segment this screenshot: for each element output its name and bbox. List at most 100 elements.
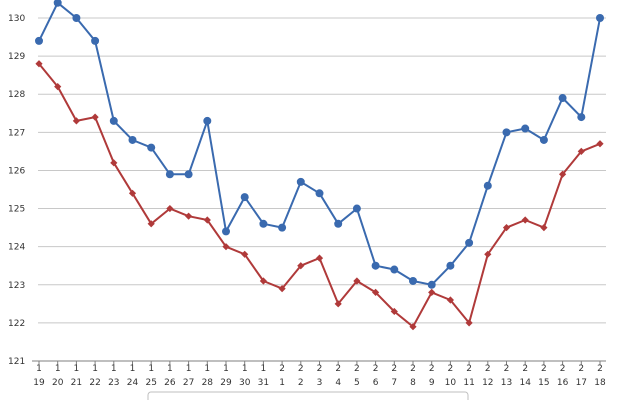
x-day-label: 19 (33, 378, 45, 388)
x-month-label: 1 (261, 364, 267, 374)
x-month-label: 1 (74, 364, 80, 374)
x-month-label: 1 (223, 364, 229, 374)
series-2-point (110, 159, 118, 167)
x-month-label: 2 (317, 364, 323, 374)
x-axis-labels: 1191201211221231241251261271281291301312… (33, 364, 606, 388)
series-2-point (353, 277, 361, 285)
series-1-point (222, 227, 230, 236)
y-tick-label: 121 (8, 357, 25, 367)
series-1-point (109, 116, 118, 125)
series-2-point (315, 254, 324, 262)
series-2-point (259, 277, 267, 285)
series-1-point (483, 181, 492, 190)
series-1-point (390, 265, 399, 274)
series-2-point (91, 113, 99, 121)
y-axis-labels: 121 122 123 124 125 126 127 128 129 130 (8, 14, 25, 367)
x-month-label: 2 (429, 364, 435, 374)
y-tick-label: 123 (8, 281, 25, 291)
series-1-point (521, 124, 530, 133)
series-1-point (91, 36, 100, 45)
y-tick-label: 124 (8, 243, 25, 253)
series-2-point (203, 216, 211, 224)
x-month-label: 2 (560, 364, 566, 374)
x-day-label: 1 (279, 378, 285, 388)
x-month-label: 2 (298, 364, 304, 374)
x-day-label: 8 (410, 378, 416, 388)
series-2-point (372, 288, 380, 296)
series-1-point (72, 14, 81, 22)
x-day-label: 26 (164, 378, 176, 388)
series-1-point (296, 177, 305, 186)
x-month-label: 2 (541, 364, 547, 374)
x-month-label: 1 (204, 364, 210, 374)
series-1-point (596, 14, 604, 22)
series-lines (35, 0, 604, 331)
x-axis (32, 360, 606, 365)
series-1-point (577, 113, 586, 122)
series-2-point (222, 243, 230, 251)
series-1-point (35, 36, 43, 45)
x-day-label: 9 (429, 378, 435, 388)
x-day-label: 4 (335, 378, 341, 388)
x-month-label: 2 (410, 364, 416, 374)
x-month-label: 2 (448, 364, 454, 374)
series-2-point (166, 204, 174, 213)
series-1-line (38, 1, 601, 286)
gridlines (38, 17, 606, 324)
series-1-point (240, 193, 249, 202)
x-day-label: 21 (71, 378, 82, 388)
y-tick-label: 130 (8, 14, 25, 24)
series-1-point (409, 276, 417, 285)
x-day-label: 30 (239, 378, 251, 388)
x-month-label: 2 (485, 364, 491, 374)
x-month-label: 2 (466, 364, 472, 374)
y-tick-label: 129 (8, 52, 25, 62)
series-2-point (278, 284, 286, 293)
series-1-point (147, 143, 156, 152)
x-month-label: 1 (148, 364, 154, 374)
x-day-label: 15 (538, 378, 549, 388)
series-2-point (596, 140, 604, 148)
y-tick-label: 125 (8, 205, 25, 215)
x-day-label: 16 (557, 378, 569, 388)
x-month-label: 1 (167, 364, 173, 374)
x-day-label: 12 (482, 378, 493, 388)
series-2-point (128, 189, 137, 197)
x-day-label: 23 (108, 378, 119, 388)
x-month-label: 2 (578, 364, 584, 374)
x-day-label: 31 (258, 378, 269, 388)
x-day-label: 22 (89, 378, 100, 388)
series-2-point (484, 250, 492, 258)
x-day-label: 5 (354, 378, 360, 388)
x-day-label: 17 (576, 378, 587, 388)
series-2-point (540, 224, 548, 232)
x-month-label: 2 (354, 364, 360, 374)
series-1-point (502, 128, 511, 137)
x-month-label: 2 (597, 364, 603, 374)
series-1-point (539, 135, 548, 144)
x-day-label: 3 (317, 378, 323, 388)
x-day-label: 27 (183, 378, 194, 388)
x-day-label: 18 (594, 378, 606, 388)
x-month-label: 1 (55, 364, 61, 374)
x-month-label: 1 (242, 364, 248, 374)
series-2-point (577, 147, 585, 155)
series-1-point (465, 238, 474, 247)
series-2-point (521, 216, 529, 224)
series-2-point (241, 250, 249, 258)
series-2-point (185, 212, 193, 220)
x-month-label: 2 (522, 364, 528, 374)
series-1-point (184, 170, 193, 179)
series-2-point (147, 220, 155, 228)
x-day-label: 2 (298, 378, 304, 388)
legend-box (147, 391, 469, 400)
x-month-label: 2 (279, 364, 285, 374)
series-1-point (371, 261, 380, 270)
x-month-label: 2 (373, 364, 379, 374)
series-2-point (502, 224, 511, 232)
series-2-point (334, 300, 342, 308)
series-2-point (428, 288, 436, 296)
y-tick-label: 122 (8, 319, 25, 329)
x-day-label: 11 (463, 378, 474, 388)
series-1-point (427, 280, 436, 289)
